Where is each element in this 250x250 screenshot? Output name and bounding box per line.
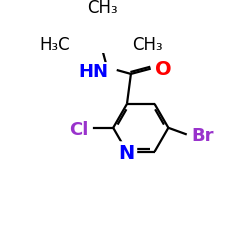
Text: N: N xyxy=(118,144,134,163)
Text: Br: Br xyxy=(191,127,214,145)
Text: O: O xyxy=(155,60,172,79)
Text: H₃C: H₃C xyxy=(40,36,70,54)
Text: HN: HN xyxy=(78,63,108,81)
Text: Cl: Cl xyxy=(69,121,89,139)
Text: CH₃: CH₃ xyxy=(132,36,162,54)
Text: CH₃: CH₃ xyxy=(87,0,118,17)
